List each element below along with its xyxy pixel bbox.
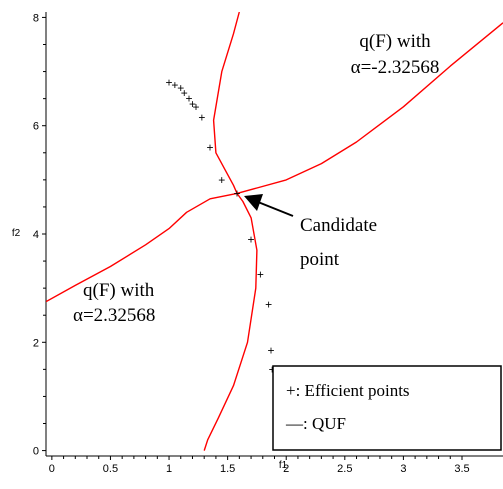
efficient-point-marker: + xyxy=(218,173,225,187)
legend-quf: —: QUF xyxy=(285,414,346,433)
points-layer: ++++++++++++++++ xyxy=(166,75,276,376)
y-tick-label: 0 xyxy=(33,446,39,458)
efficient-point-marker: + xyxy=(257,268,264,282)
efficient-point-marker: + xyxy=(248,232,255,246)
candidate-label-line2: point xyxy=(300,249,340,270)
x-tick-label: 0 xyxy=(49,463,55,475)
y-tick-label: 2 xyxy=(33,337,39,349)
efficient-point-marker: + xyxy=(267,343,274,357)
x-tick-label: 3 xyxy=(400,463,406,475)
efficient-point-marker: + xyxy=(177,81,184,95)
x-tick-label: 2 xyxy=(283,463,289,475)
curves-layer xyxy=(46,12,503,451)
y-axis-ticks: 0 2 4 6 8 xyxy=(33,12,46,458)
quf-curve-2 xyxy=(203,12,258,451)
efficient-point-marker: + xyxy=(181,86,188,100)
efficient-point-marker: + xyxy=(189,97,196,111)
y-tick-label: 8 xyxy=(33,12,39,24)
y-axis-label: f2 xyxy=(12,228,21,239)
upper-curve-label-line1: q(F) with xyxy=(359,31,431,52)
efficient-point-marker: + xyxy=(269,362,276,376)
legend-efficient-points: +: Efficient points xyxy=(286,381,410,400)
efficient-point-marker: + xyxy=(192,100,199,114)
efficient-point-marker: + xyxy=(166,75,173,89)
candidate-arrow-head xyxy=(244,194,263,211)
x-tick-label: 3.5 xyxy=(454,463,469,475)
efficient-point-marker: + xyxy=(185,92,192,106)
y-tick-label: 6 xyxy=(33,121,39,133)
y-tick-label: 4 xyxy=(33,229,39,241)
x-tick-label: 2.5 xyxy=(337,463,352,475)
efficient-point-marker: + xyxy=(233,186,240,200)
x-tick-label: 0.5 xyxy=(103,463,118,475)
efficient-point-marker: + xyxy=(265,297,272,311)
candidate-label-line1: Candidate xyxy=(300,215,377,236)
candidate-arrow-shaft xyxy=(257,201,294,217)
x-tick-label: 1 xyxy=(166,463,172,475)
x-axis-ticks: 0 0.5 1 1.5 2 2.5 3 3.5 xyxy=(49,456,470,475)
legend: +: Efficient points —: QUF xyxy=(272,365,502,451)
efficient-point-marker: + xyxy=(207,140,214,154)
x-axis-label: f1 xyxy=(279,460,288,471)
upper-curve-label-line2: α=-2.32568 xyxy=(351,57,440,78)
lower-curve-label-line2: α=2.32568 xyxy=(73,305,155,326)
legend-box xyxy=(272,365,502,451)
lower-curve-label-line1: q(F) with xyxy=(83,280,155,301)
efficient-point-marker: + xyxy=(171,78,178,92)
efficient-point-marker: + xyxy=(198,111,205,125)
x-tick-label: 1.5 xyxy=(220,463,235,475)
